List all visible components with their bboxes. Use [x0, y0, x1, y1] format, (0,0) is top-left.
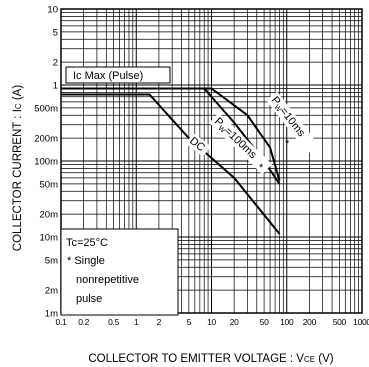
- y-tick-label: 20m: [40, 210, 59, 221]
- soa-curve-dc: [61, 93, 281, 235]
- pw100-star: *: [259, 162, 264, 174]
- legend-nonrep: nonrepetitive: [76, 274, 139, 286]
- x-tick-label: 200: [303, 317, 317, 327]
- y-tick-label: 50m: [40, 179, 59, 190]
- legend-box: [60, 228, 179, 316]
- x-tick-label: 0.1: [56, 317, 67, 327]
- y-tick-label: 200m: [34, 134, 58, 145]
- y-tick-label: 5: [53, 27, 58, 38]
- legend-tc: Tc=25°C: [66, 237, 108, 249]
- y-axis-label-sub: C: [14, 103, 23, 109]
- x-tick-label: 0.2: [78, 317, 89, 327]
- y-tick-label: 2m: [45, 286, 58, 297]
- y-tick-label: 100m: [34, 157, 58, 168]
- pw10-value: =10ms: [277, 105, 307, 139]
- x-axis-label-main: COLLECTOR TO EMITTER VOLTAGE : V: [88, 353, 304, 365]
- pw100-bg: [209, 112, 273, 175]
- soa-curve-pw100ms: [61, 87, 281, 185]
- icmax-box: [65, 66, 171, 84]
- x-tick-label: 10: [207, 317, 216, 327]
- x-tick-label: 1000: [353, 317, 369, 327]
- x-tick-label: 100: [280, 317, 294, 327]
- x-tick-label: 20: [230, 317, 239, 327]
- x-tick-labels: 0.1 0.2 0.5 1 2 5 10 20 50 100 200 500 1000: [56, 317, 369, 327]
- y-axis-label-main: COLLECTOR CURRENT : I: [12, 109, 24, 251]
- plot-frame: [60, 8, 363, 314]
- x-axis-label-unit: (V): [315, 353, 334, 365]
- y-tick-label: 1m: [45, 309, 58, 320]
- y-tick-label: 2: [53, 58, 58, 69]
- y-axis-label: COLLECTOR CURRENT : IC (A): [12, 85, 24, 252]
- pw100-w: W: [217, 125, 227, 135]
- y-tick-label: 10m: [40, 233, 59, 244]
- svg-text:PW=10ms: PW=10ms: [268, 94, 308, 140]
- icmax-annotation: Ic Max (Pulse): [65, 66, 171, 84]
- icmax-label: Ic Max (Pulse): [73, 70, 143, 82]
- pw10-w: W: [272, 104, 282, 114]
- dc-bg: [185, 132, 211, 157]
- x-tick-label: 2: [157, 317, 162, 327]
- y-tick-label: 10: [47, 5, 58, 16]
- pw10-annotation: PW=10ms: [266, 91, 319, 154]
- pw10-star: *: [285, 138, 290, 150]
- pw10-bg: [266, 91, 319, 154]
- x-tick-label: 0.5: [108, 317, 119, 327]
- y-tick-label: 500m: [34, 103, 58, 114]
- grid: [60, 9, 362, 314]
- y-tick-label: 5m: [45, 255, 58, 266]
- x-tick-label: 5: [187, 317, 192, 327]
- curves: [61, 87, 281, 235]
- y-tick-labels: 10 5 2 1 500m 200m 100m 50m 20m 10m 5m 2m 1m: [34, 5, 58, 320]
- x-axis-label-sub: CE: [304, 355, 315, 364]
- legend-pulse: pulse: [76, 293, 102, 305]
- x-axis-label: COLLECTOR TO EMITTER VOLTAGE : VCE (V): [88, 353, 333, 365]
- soa-curve-pw10ms: [61, 87, 281, 181]
- y-axis-label-unit: (A): [12, 85, 24, 104]
- x-tick-label: 500: [333, 317, 347, 327]
- x-tick-label: 50: [260, 317, 269, 327]
- x-tick-label: 1: [134, 317, 139, 327]
- condition-legend: Tc=25°C * Single nonrepetitive pulse: [60, 228, 179, 316]
- legend-single: * Single: [67, 255, 105, 267]
- y-tick-label: 1: [53, 81, 58, 92]
